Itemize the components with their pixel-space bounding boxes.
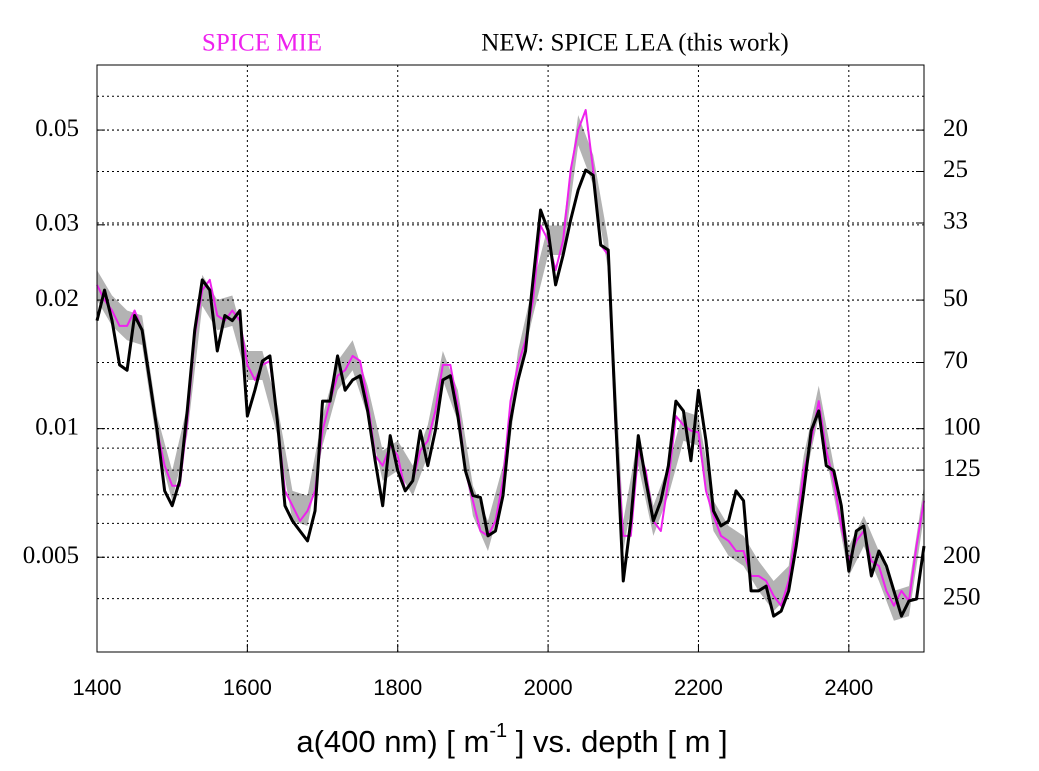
y2-tick-label: 50	[943, 285, 968, 312]
y2-tick-label: 250	[943, 583, 981, 610]
x-tick-label: 1800	[373, 675, 422, 700]
x-tick-label: 2200	[674, 675, 723, 700]
x-label-sup: -1	[489, 720, 507, 742]
uncertainty-band	[97, 115, 924, 621]
y-tick-label: 0.01	[35, 413, 79, 440]
x-label-part: ] vs. depth [ m ]	[507, 724, 728, 759]
x-tick-label: 1400	[73, 675, 122, 700]
plot-frame	[96, 64, 925, 653]
legend-label: NEW: SPICE LEA (this work)	[481, 30, 788, 57]
y2-tick-label: 70	[943, 347, 968, 374]
x-axis-label: a(400 nm) [ m-1 ] vs. depth [ m ]	[296, 720, 727, 759]
series-line	[96, 109, 925, 607]
legend-label: SPICE MIE	[202, 30, 322, 57]
x-tick-label: 2000	[524, 675, 573, 700]
x-tick-label: 1600	[223, 675, 272, 700]
x-tick-label: 2400	[824, 675, 873, 700]
y-tick-label: 0.005	[23, 542, 79, 569]
series-line	[95, 168, 926, 618]
y-tick-label: 0.03	[35, 210, 79, 237]
y2-tick-label: 125	[943, 455, 981, 482]
y2-tick-label: 200	[943, 542, 981, 569]
y2-tick-label: 33	[943, 208, 968, 235]
y-tick-label: 0.05	[35, 115, 79, 142]
y2-tick-label: 25	[943, 156, 968, 183]
x-label-part: a(400 nm) [ m	[296, 724, 489, 759]
y2-tick-label: 100	[943, 413, 981, 440]
y2-tick-label: 20	[943, 115, 968, 142]
y-tick-label: 0.02	[35, 285, 79, 312]
